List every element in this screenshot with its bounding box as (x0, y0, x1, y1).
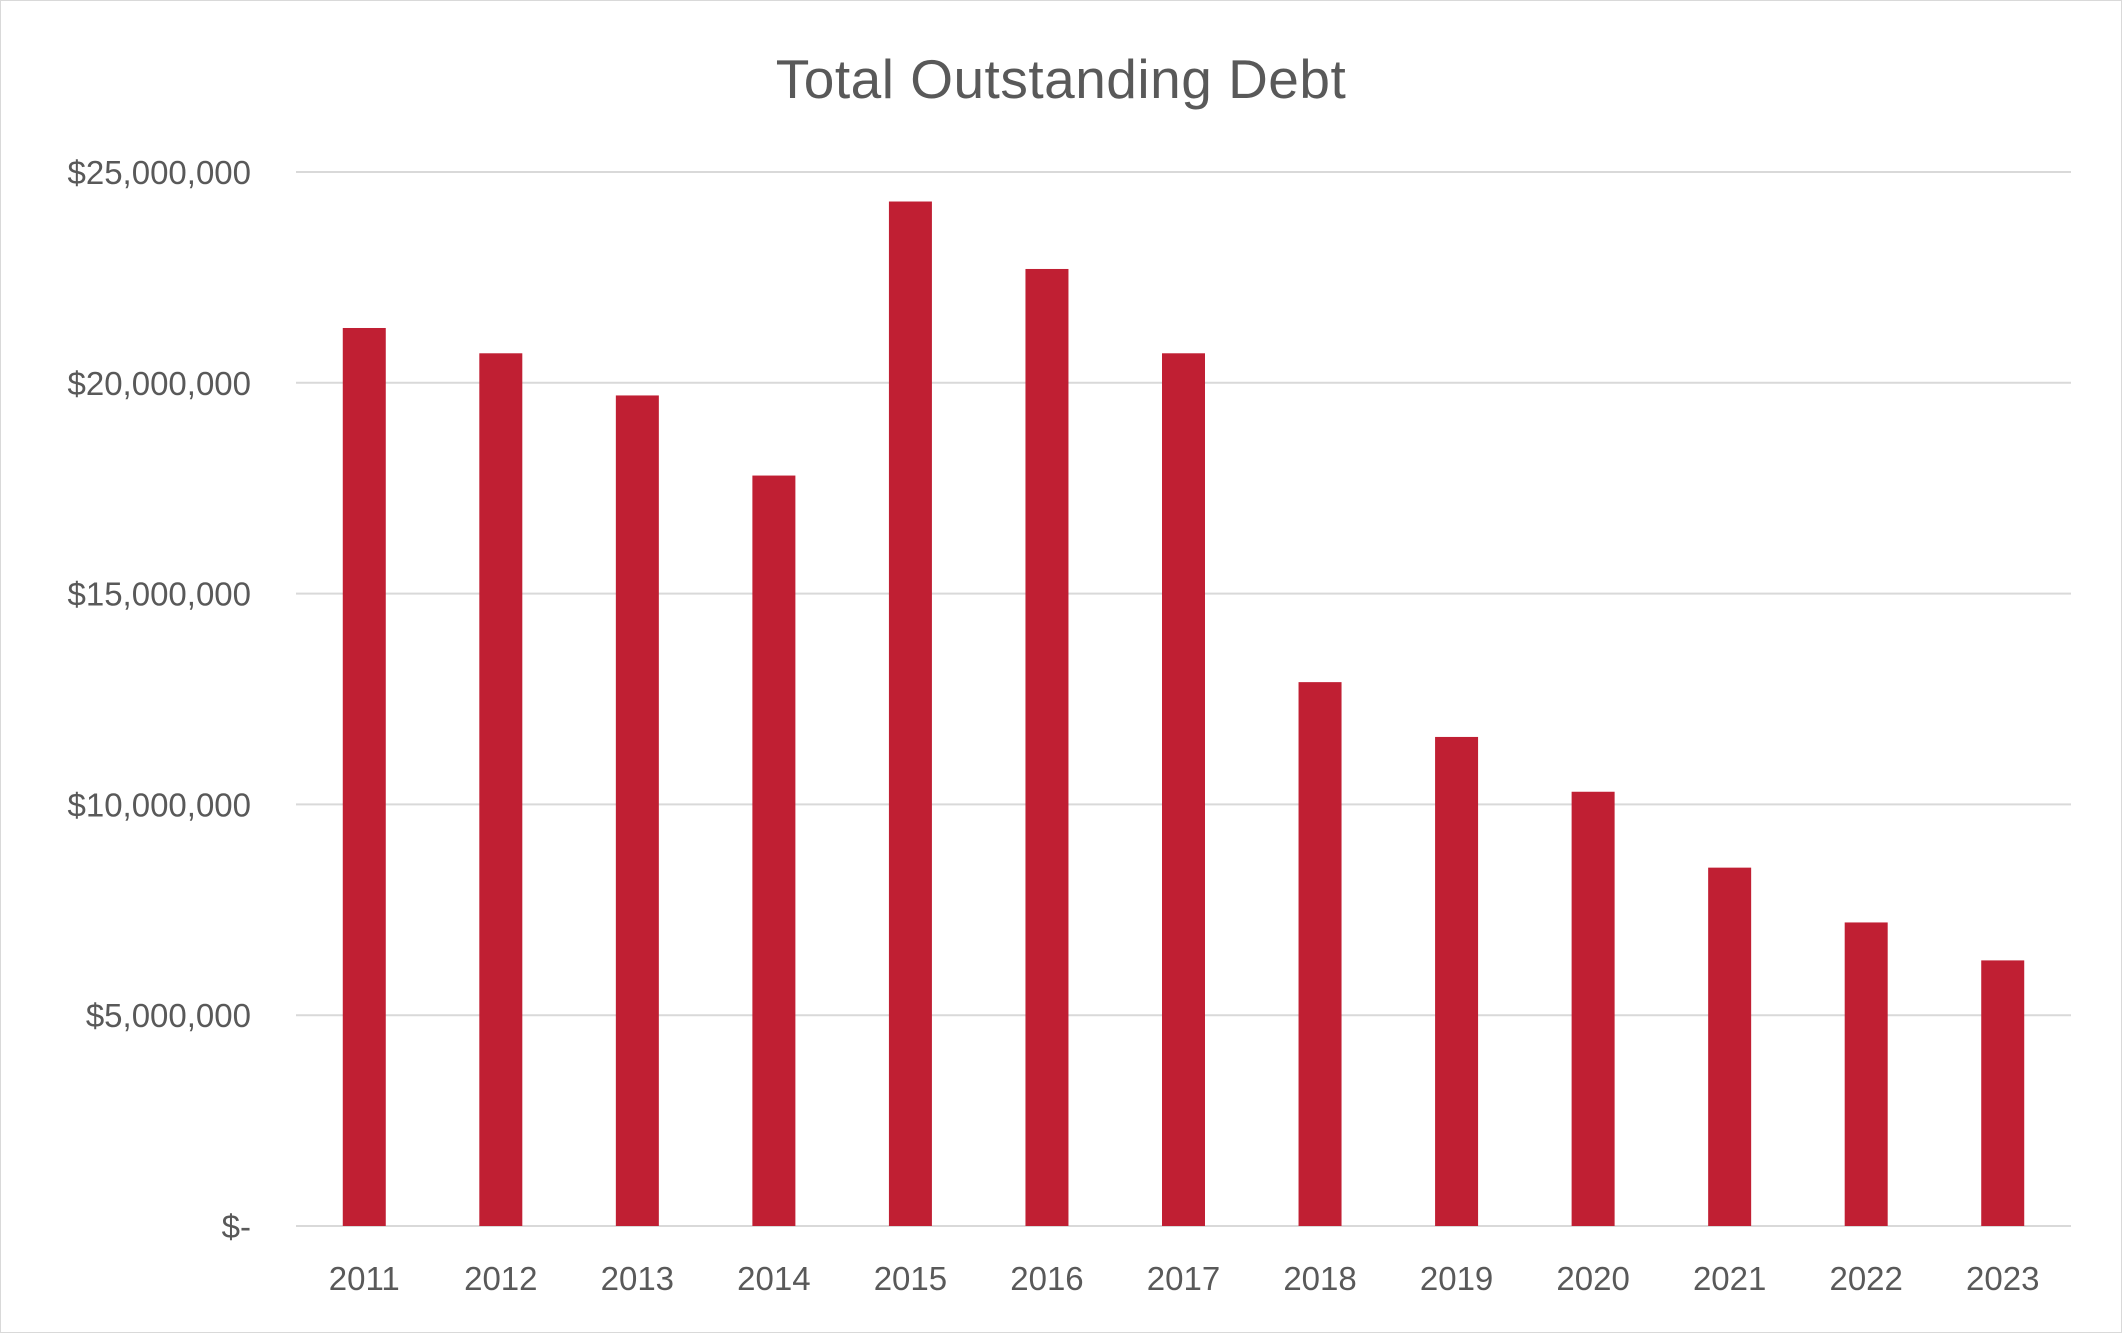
bar-2020 (1571, 791, 1615, 1226)
bar-2023 (1981, 960, 2025, 1226)
bars (342, 201, 2025, 1227)
bar-2022 (1844, 922, 1888, 1226)
bar-2013 (615, 395, 659, 1226)
bar-2016 (1025, 268, 1069, 1226)
x-tick-label: 2023 (1966, 1260, 2039, 1297)
x-tick-label: 2020 (1556, 1260, 1629, 1297)
y-tick-label: $- (222, 1208, 251, 1245)
x-tick-label: 2022 (1829, 1260, 1902, 1297)
x-axis-tick-labels: 2011 2012 2013 2014 2015 2016 2017 2018 2019 2020… (329, 1260, 2040, 1297)
x-tick-label: 2012 (464, 1260, 537, 1297)
x-tick-label: 2011 (329, 1260, 400, 1297)
x-tick-label: 2014 (737, 1260, 810, 1297)
x-tick-label: 2017 (1147, 1260, 1220, 1297)
bar-2012 (479, 353, 523, 1227)
bar-2019 (1435, 736, 1479, 1226)
x-tick-label: 2019 (1420, 1260, 1493, 1297)
y-tick-label: $5,000,000 (86, 997, 251, 1034)
x-tick-label: 2018 (1283, 1260, 1356, 1297)
bar-2014 (752, 475, 796, 1226)
bar-2017 (1162, 353, 1205, 1227)
x-tick-label: 2015 (874, 1260, 947, 1297)
bar-2011 (342, 327, 386, 1226)
y-tick-label: $25,000,000 (67, 154, 251, 191)
y-tick-label: $10,000,000 (67, 786, 251, 823)
chart-title: Total Outstanding Debt (775, 48, 1347, 110)
bar-2015 (888, 201, 932, 1227)
bar-2018 (1298, 682, 1342, 1226)
x-tick-label: 2021 (1693, 1260, 1766, 1297)
x-tick-label: 2013 (601, 1260, 674, 1297)
bar-2021 (1708, 867, 1752, 1226)
x-tick-label: 2016 (1010, 1260, 1083, 1297)
y-axis-tick-labels: $- $5,000,000 $10,000,000 $15,000,000 $20,00… (67, 154, 251, 1245)
y-tick-label: $15,000,000 (67, 576, 251, 613)
y-tick-label: $20,000,000 (67, 365, 251, 402)
